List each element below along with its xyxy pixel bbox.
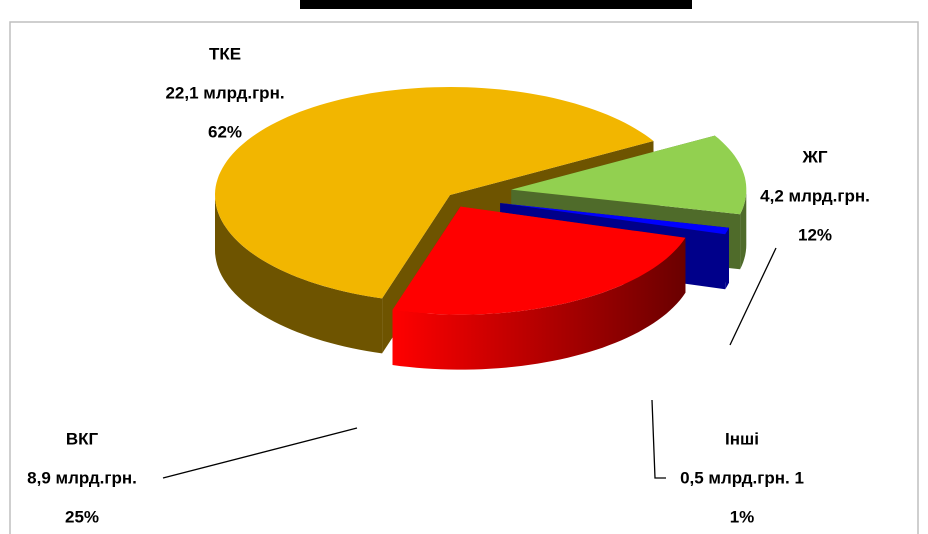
labels: ЖГ 4,2 млрд.грн. 12% Інші 0,5 млрд.грн. 1 1% В… xyxy=(27,44,870,526)
leader-line xyxy=(729,247,777,346)
slice-side xyxy=(740,189,747,270)
label-name: Інші xyxy=(725,429,759,448)
pie xyxy=(215,87,747,370)
slice-side xyxy=(215,195,383,354)
label-name: ВКГ xyxy=(66,429,99,448)
pie-slice xyxy=(215,87,654,299)
chart-frame xyxy=(9,21,919,534)
slice-side xyxy=(725,227,729,290)
pie-slice xyxy=(500,203,729,235)
header-bar xyxy=(300,0,692,9)
label-name: ЖГ xyxy=(801,147,827,166)
leader-line xyxy=(651,399,666,479)
label-percent: 25% xyxy=(65,507,99,526)
label-amount: 8,9 млрд.грн. xyxy=(27,468,137,487)
label-name: ТКЕ xyxy=(209,44,241,63)
label-amount: 22,1 млрд.грн. xyxy=(165,83,284,102)
leader-line xyxy=(162,427,358,479)
pie-slice xyxy=(392,206,686,315)
label-percent: 1% xyxy=(730,507,755,526)
label-amount: 0,5 млрд.грн. 1 xyxy=(680,468,804,487)
label-amount: 4,2 млрд.грн. xyxy=(760,186,870,205)
slice-side xyxy=(392,237,686,370)
pie-slice xyxy=(511,135,747,215)
label-percent: 12% xyxy=(798,225,832,244)
label-percent: 62% xyxy=(208,122,242,141)
